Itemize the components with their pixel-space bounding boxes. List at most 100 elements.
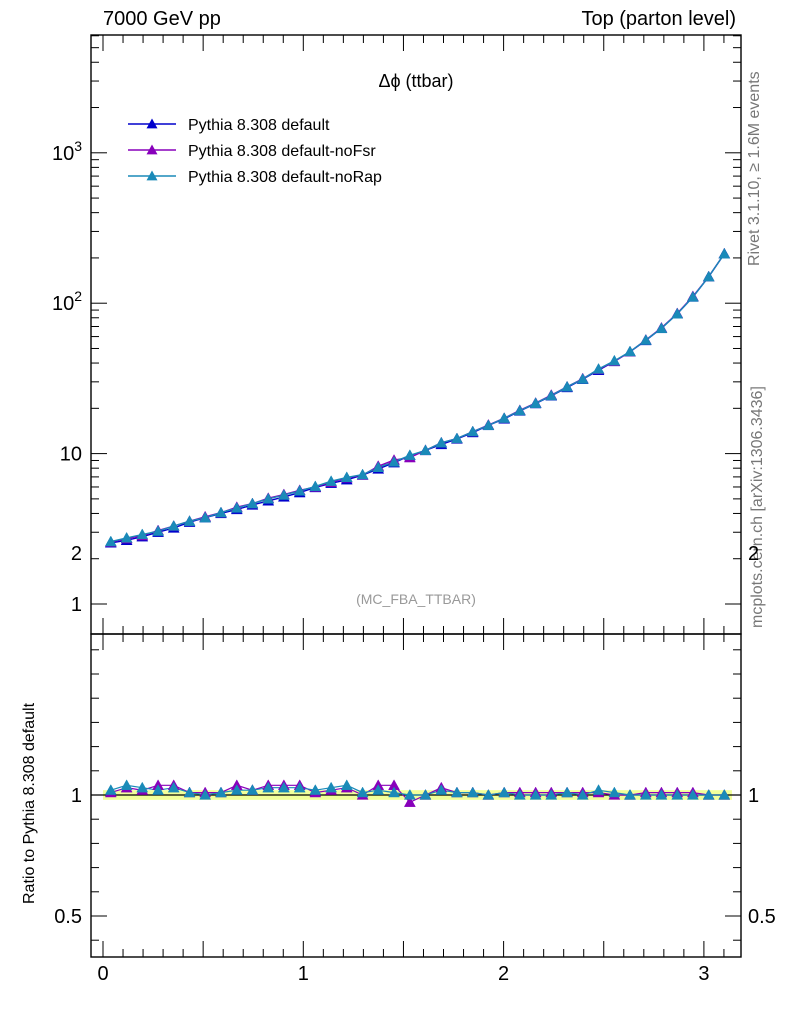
data-point-main-2 bbox=[451, 432, 463, 444]
data-point-main-2 bbox=[136, 528, 149, 540]
data-point-main-2 bbox=[702, 270, 715, 282]
data-point-main-2 bbox=[419, 444, 432, 456]
data-point-ratio-1 bbox=[435, 784, 448, 795]
data-point-main-2 bbox=[183, 515, 196, 526]
data-point-ratio-1 bbox=[702, 788, 715, 800]
header-left: 7000 GeV pp bbox=[103, 8, 221, 30]
data-point-ratio-1 bbox=[655, 788, 668, 800]
data-point-ratio-1 bbox=[608, 786, 621, 798]
data-point-main-2 bbox=[356, 468, 369, 480]
y-tick-label: 102 bbox=[52, 288, 82, 315]
data-point-ratio-1 bbox=[624, 788, 636, 800]
data-point-ratio-1 bbox=[120, 779, 133, 790]
data-point-ratio-1 bbox=[545, 788, 558, 800]
data-point-ratio-1 bbox=[167, 781, 180, 793]
data-point-ratio-1 bbox=[466, 786, 479, 798]
series-line-1 bbox=[110, 253, 725, 543]
data-point-ratio-1 bbox=[152, 784, 165, 795]
data-point-main-2 bbox=[529, 397, 542, 408]
data-point-main-2 bbox=[340, 471, 353, 483]
data-point-ratio-1 bbox=[639, 788, 652, 800]
data-point-ratio-1 bbox=[498, 786, 511, 798]
data-point-main-2 bbox=[325, 475, 338, 486]
data-point-ratio-1 bbox=[451, 786, 463, 798]
data-point-ratio-1 bbox=[277, 781, 290, 793]
data-point-ratio-1 bbox=[513, 788, 526, 800]
data-point-ratio-0 bbox=[403, 796, 416, 807]
data-point-main-2 bbox=[466, 425, 479, 437]
series-line-2 bbox=[110, 253, 725, 543]
legend-marker bbox=[146, 170, 158, 181]
ratio-y-tick-label: 0.5 bbox=[54, 906, 82, 928]
data-point-ratio-1 bbox=[403, 788, 416, 800]
data-point-main-2 bbox=[167, 520, 180, 531]
data-point-ratio-1 bbox=[262, 781, 275, 793]
data-point-ratio-1 bbox=[356, 786, 369, 798]
data-point-main-2 bbox=[246, 497, 259, 509]
data-point-ratio-1 bbox=[561, 786, 574, 798]
ratio-y-tick-label-right: 0.5 bbox=[748, 906, 776, 928]
data-point-main-2 bbox=[576, 373, 589, 384]
header-right: Top (parton level) bbox=[581, 8, 736, 30]
data-point-ratio-1 bbox=[309, 784, 322, 795]
x-tick-label: 0 bbox=[97, 963, 108, 985]
data-point-main-2 bbox=[498, 412, 511, 423]
data-point-ratio-1 bbox=[529, 788, 542, 800]
plot-title: Δϕ (ttbar) bbox=[378, 71, 453, 91]
legend-label: Pythia 8.308 default-noRap bbox=[188, 169, 382, 186]
y-tick-label: 103 bbox=[52, 138, 82, 165]
data-point-ratio-1 bbox=[136, 781, 149, 793]
data-point-ratio-1 bbox=[576, 788, 589, 800]
data-point-main-2 bbox=[686, 290, 699, 302]
data-point-main-2 bbox=[262, 492, 275, 504]
legend-marker bbox=[146, 144, 158, 155]
data-point-main-2 bbox=[718, 247, 731, 259]
data-point-ratio-1 bbox=[293, 781, 306, 793]
legend-label: Pythia 8.308 default bbox=[188, 117, 330, 134]
data-point-ratio-1 bbox=[199, 788, 212, 800]
data-point-ratio-1 bbox=[340, 779, 353, 790]
data-point-ratio-1 bbox=[686, 788, 699, 800]
data-point-main-2 bbox=[230, 501, 243, 513]
data-point-main-2 bbox=[435, 436, 448, 448]
data-point-main-2 bbox=[215, 506, 227, 518]
data-point-ratio-1 bbox=[482, 788, 495, 800]
data-point-main-2 bbox=[403, 449, 416, 460]
data-point-main-2 bbox=[608, 354, 621, 366]
data-point-ratio-1 bbox=[388, 786, 400, 798]
data-point-main-2 bbox=[624, 345, 636, 357]
data-point-main-2 bbox=[388, 455, 400, 467]
data-point-ratio-1 bbox=[419, 788, 432, 800]
data-point-ratio-1 bbox=[215, 786, 227, 798]
data-point-main-2 bbox=[120, 531, 133, 543]
ratio-line-1 bbox=[110, 784, 725, 796]
data-point-main-2 bbox=[513, 404, 526, 416]
y-tick-label: 1 bbox=[71, 594, 82, 616]
x-tick-label: 1 bbox=[298, 963, 309, 985]
ratio-y-tick-label: 2 bbox=[71, 543, 82, 565]
data-point-main-2 bbox=[482, 419, 495, 431]
ratio-y-tick-label-right: 1 bbox=[748, 785, 759, 807]
x-tick-label: 2 bbox=[498, 963, 509, 985]
data-point-main-2 bbox=[561, 380, 574, 392]
ratio-y-tick-label: 1 bbox=[71, 785, 82, 807]
data-point-main-2 bbox=[104, 535, 117, 547]
data-point-ratio-1 bbox=[718, 788, 731, 800]
data-point-main-2 bbox=[545, 389, 558, 401]
data-point-ratio-1 bbox=[104, 784, 117, 795]
data-point-ratio-1 bbox=[671, 788, 684, 800]
data-point-main-2 bbox=[277, 489, 290, 500]
series-line-0 bbox=[110, 253, 725, 544]
data-point-ratio-1 bbox=[592, 784, 605, 795]
data-point-ratio-1 bbox=[183, 786, 196, 798]
legend-marker bbox=[146, 118, 158, 129]
data-point-main-2 bbox=[372, 461, 385, 473]
analysis-label: (MC_FBA_TTBAR) bbox=[356, 591, 476, 607]
y-tick-label: 10 bbox=[60, 444, 82, 466]
data-point-main-2 bbox=[199, 511, 212, 523]
ratio-line-0 bbox=[110, 784, 725, 804]
data-point-ratio-1 bbox=[325, 781, 338, 793]
data-point-main-2 bbox=[592, 363, 605, 374]
x-tick-label: 3 bbox=[698, 963, 709, 985]
